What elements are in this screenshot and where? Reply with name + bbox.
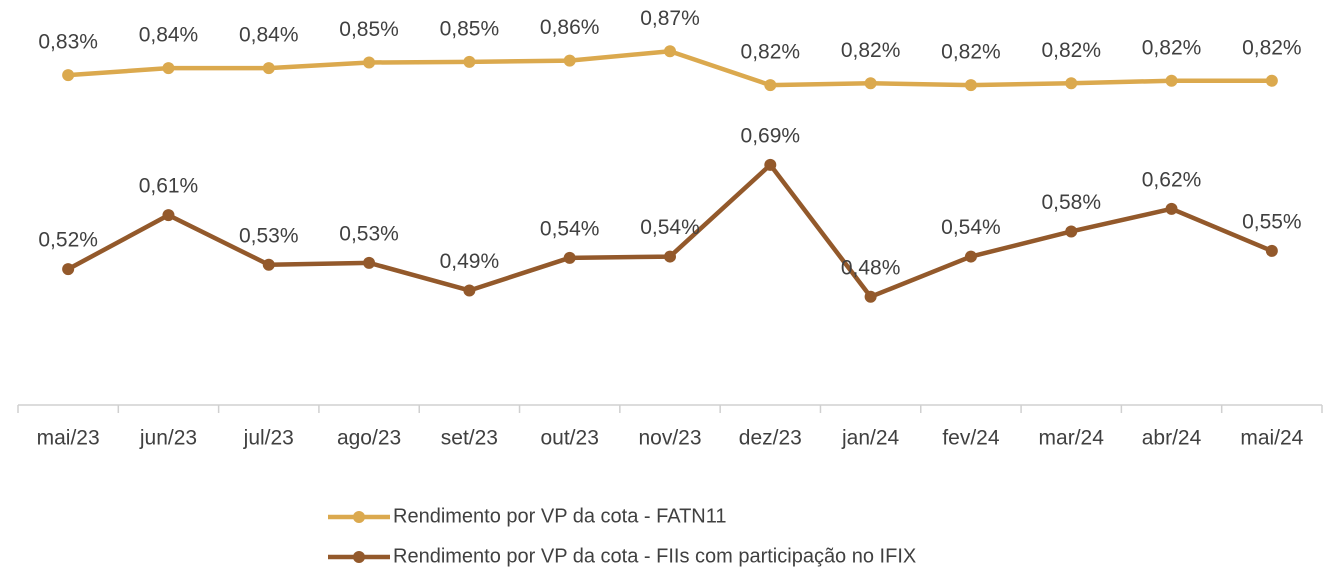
data-label: 0,87%	[640, 7, 700, 30]
legend-label: Rendimento por VP da cota - FATN11	[393, 505, 727, 527]
x-tick-label: mai/23	[37, 427, 100, 450]
point	[563, 251, 576, 264]
data-label: 0,82%	[741, 41, 801, 64]
data-label: 0,58%	[1041, 191, 1101, 214]
x-tick-label: fev/24	[942, 427, 1000, 450]
legend-marker	[353, 551, 365, 563]
point	[664, 250, 676, 263]
data-label: 0,54%	[640, 216, 700, 239]
point	[1165, 74, 1178, 87]
point	[1065, 77, 1078, 90]
data-label: 0,55%	[1242, 210, 1302, 233]
point	[964, 79, 977, 92]
data-label: 0,53%	[339, 222, 399, 245]
point	[1265, 74, 1278, 87]
legend-label: Rendimento por VP da cota - FIIs com par…	[393, 545, 916, 567]
data-label: 0,83%	[38, 31, 98, 54]
point	[162, 62, 175, 75]
data-label: 0,48%	[841, 256, 901, 279]
point	[363, 256, 376, 269]
data-label: 0,82%	[1041, 39, 1101, 62]
data-label: 0,82%	[1242, 36, 1302, 59]
data-label: 0,84%	[239, 24, 299, 47]
point	[262, 258, 275, 271]
data-label: 0,54%	[540, 217, 600, 240]
point	[864, 77, 877, 90]
data-label: 0,49%	[440, 250, 500, 273]
data-label: 0,86%	[540, 16, 600, 39]
data-label: 0,61%	[139, 175, 199, 198]
x-tick-label: jan/24	[841, 427, 900, 450]
data-label: 0,85%	[440, 17, 500, 40]
data-label: 0,53%	[239, 224, 299, 247]
x-tick-label: jul/23	[243, 427, 294, 450]
x-tick-label: abr/24	[1142, 427, 1202, 450]
data-label: 0,82%	[941, 41, 1001, 64]
point	[62, 263, 75, 276]
x-tick-label: mai/24	[1240, 427, 1303, 450]
data-label: 0,82%	[1142, 36, 1202, 59]
data-label: 0,54%	[941, 216, 1001, 239]
point	[1165, 202, 1178, 215]
data-label: 0,69%	[741, 124, 801, 147]
data-label: 0,82%	[841, 39, 901, 62]
data-label: 0,52%	[38, 229, 98, 252]
point	[1065, 225, 1078, 238]
x-tick-label: set/23	[441, 427, 498, 450]
point	[664, 45, 676, 58]
point	[764, 79, 777, 92]
x-tick-label: out/23	[540, 427, 598, 450]
legend-marker	[353, 511, 365, 523]
point	[964, 250, 977, 263]
point	[764, 158, 777, 171]
x-tick-label: nov/23	[638, 427, 701, 450]
point	[563, 54, 576, 67]
data-label: 0,85%	[339, 18, 399, 41]
x-tick-label: ago/23	[337, 427, 401, 450]
x-tick-label: mar/24	[1039, 427, 1105, 450]
point	[262, 62, 275, 75]
point	[363, 56, 376, 69]
x-tick-label: dez/23	[739, 427, 802, 450]
x-tick-label: jun/23	[139, 427, 197, 450]
point	[162, 209, 175, 222]
data-label: 0,84%	[139, 24, 199, 47]
point	[463, 55, 476, 68]
point	[463, 284, 476, 297]
point	[864, 290, 877, 303]
data-label: 0,62%	[1142, 168, 1202, 191]
point	[62, 69, 75, 82]
point	[1265, 244, 1278, 257]
